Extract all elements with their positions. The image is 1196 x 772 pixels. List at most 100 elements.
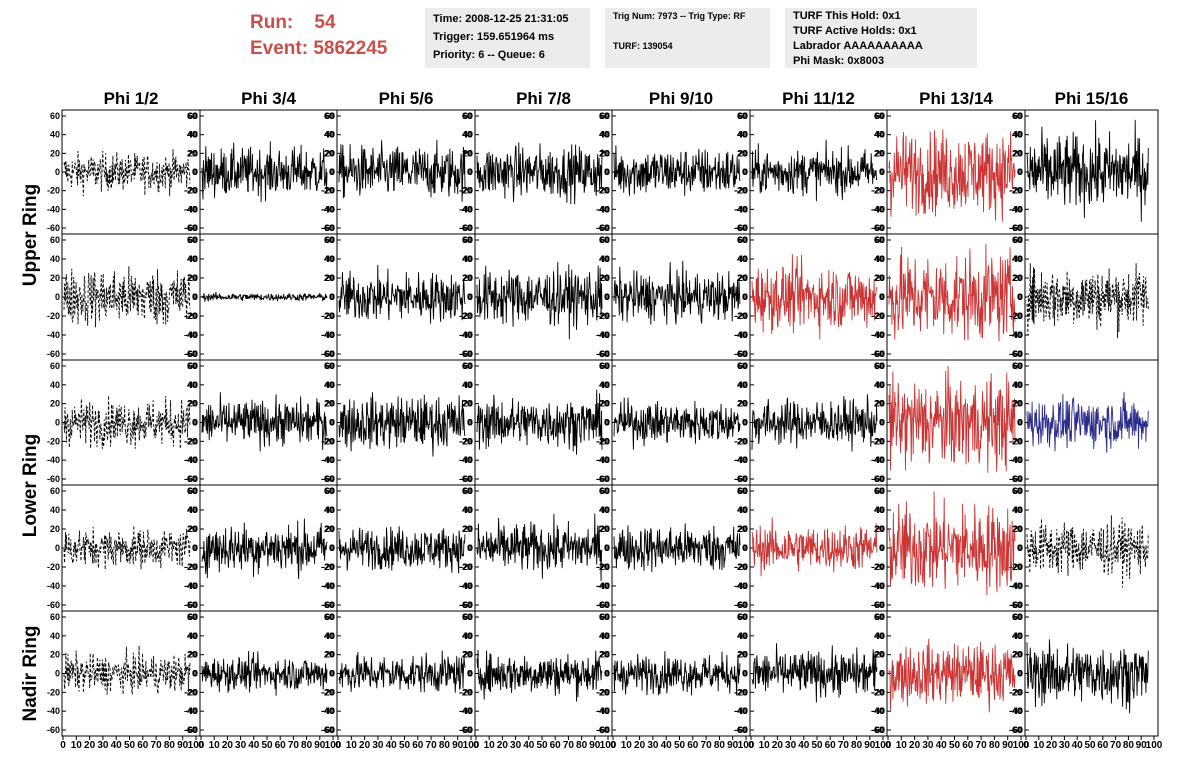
y-tick-label: -60 xyxy=(322,349,335,359)
y-tick-label-right: -40 xyxy=(321,330,334,340)
y-tick-label: -20 xyxy=(597,186,610,196)
y-tick-label-right: -40 xyxy=(184,204,197,214)
y-tick-label: -40 xyxy=(460,330,473,340)
y-tick-label-right: -60 xyxy=(734,725,747,735)
y-tick-label: 0 xyxy=(193,292,198,302)
x-tick-label: 70 xyxy=(563,740,575,751)
y-tick-label-right: 40 xyxy=(737,130,747,140)
y-tick-label-right: 20 xyxy=(324,399,334,409)
y-tick-label: 20 xyxy=(875,148,885,158)
y-tick-label-right: -40 xyxy=(321,581,334,591)
y-tick-label-right: -40 xyxy=(321,455,334,465)
y-tick-label: 0 xyxy=(468,418,473,428)
y-tick-label: 0 xyxy=(605,292,610,302)
waveform-trace xyxy=(63,645,191,695)
x-tick-label: 10 xyxy=(484,740,496,751)
y-tick-label: -60 xyxy=(872,600,885,610)
y-tick-label: 40 xyxy=(463,505,473,515)
y-tick-label: 40 xyxy=(325,380,335,390)
y-tick-label-right: 20 xyxy=(324,650,334,660)
y-tick-label: 0 xyxy=(880,167,885,177)
y-tick-label-right: -40 xyxy=(459,706,472,716)
y-tick-label-right: -40 xyxy=(871,581,884,591)
y-tick-label: 40 xyxy=(50,631,60,641)
y-tick-label: 20 xyxy=(738,399,748,409)
y-tick-label: 60 xyxy=(600,111,610,121)
y-tick-label-right: 60 xyxy=(599,612,609,622)
y-tick-label-right: -60 xyxy=(871,349,884,359)
y-tick-label-right: 20 xyxy=(462,650,472,660)
y-tick-label: 0 xyxy=(605,669,610,679)
y-tick-label: -20 xyxy=(735,311,748,321)
y-tick-label: 20 xyxy=(50,273,60,283)
y-tick-label: -20 xyxy=(1010,687,1023,697)
y-tick-label-right: -60 xyxy=(871,725,884,735)
y-tick-label-right: -60 xyxy=(596,349,609,359)
y-tick-label: -20 xyxy=(460,436,473,446)
y-tick-label: 60 xyxy=(325,111,335,121)
y-tick-label: 0 xyxy=(468,167,473,177)
x-tick-label: 40 xyxy=(386,740,398,751)
y-tick-label: 20 xyxy=(463,524,473,534)
y-tick-label: 0 xyxy=(468,669,473,679)
x-tick-label: 20 xyxy=(497,740,509,751)
y-tick-label: -20 xyxy=(872,186,885,196)
x-tick-label: 40 xyxy=(936,740,948,751)
y-tick-label: -20 xyxy=(47,311,60,321)
waveform-trace xyxy=(201,518,328,580)
y-tick-label: -40 xyxy=(460,455,473,465)
y-tick-label-right: -20 xyxy=(1009,186,1022,196)
x-tick-label: 10 xyxy=(759,740,771,751)
y-tick-label-right: 60 xyxy=(324,235,334,245)
y-tick-label: -60 xyxy=(1010,223,1023,233)
y-tick-label: 60 xyxy=(1013,111,1023,121)
y-tick-label: -60 xyxy=(322,725,335,735)
x-tick-label: 70 xyxy=(151,740,163,751)
y-tick-label-right: 20 xyxy=(1012,399,1022,409)
y-tick-label: 0 xyxy=(330,167,335,177)
x-tick-label: 0 xyxy=(60,740,66,751)
y-tick-label: -20 xyxy=(597,687,610,697)
waveform-trace xyxy=(476,142,603,205)
x-tick-label: 10 xyxy=(1033,740,1045,751)
y-tick-label: -20 xyxy=(1010,436,1023,446)
y-tick-label: 40 xyxy=(188,130,198,140)
y-tick-label: -40 xyxy=(735,581,748,591)
y-tick-label-right: 0 xyxy=(467,167,472,177)
y-tick-label: 60 xyxy=(325,612,335,622)
y-tick-label-right: -20 xyxy=(459,687,472,697)
waveform-trace xyxy=(888,491,1016,596)
waveform-trace xyxy=(476,649,603,702)
x-tick-label: 90 xyxy=(1136,740,1148,751)
y-tick-label: 0 xyxy=(1018,543,1023,553)
x-tick-label: 50 xyxy=(399,740,411,751)
y-tick-label: -20 xyxy=(597,436,610,446)
y-tick-label-right: -20 xyxy=(871,436,884,446)
y-tick-label: -20 xyxy=(460,562,473,572)
trig-num-text: Trig Num: 7973 -- Trig Type: RF xyxy=(613,11,746,21)
y-tick-label-right: 0 xyxy=(742,418,747,428)
y-tick-label: 0 xyxy=(743,418,748,428)
y-tick-label-right: 60 xyxy=(462,111,472,121)
labrador-text: Labrador AAAAAAAAAA xyxy=(793,40,923,52)
y-tick-label-right: -60 xyxy=(1009,223,1022,233)
y-tick-label-right: -60 xyxy=(184,223,197,233)
y-tick-label: 20 xyxy=(738,273,748,283)
y-tick-label-right: 60 xyxy=(1012,361,1022,371)
y-tick-label-right: 60 xyxy=(874,111,884,121)
y-tick-label: 0 xyxy=(1018,292,1023,302)
y-tick-label-right: 0 xyxy=(329,418,334,428)
y-tick-label-right: 0 xyxy=(1017,543,1022,553)
y-tick-label-right: -20 xyxy=(1009,436,1022,446)
x-tick-label: 30 xyxy=(922,740,934,751)
y-tick-label: 20 xyxy=(1013,399,1023,409)
y-tick-label-right: -60 xyxy=(734,600,747,610)
y-tick-label-right: 0 xyxy=(192,669,197,679)
x-tick-label: 90 xyxy=(727,740,739,751)
y-tick-label: 0 xyxy=(330,418,335,428)
y-tick-label-right: 0 xyxy=(467,669,472,679)
y-tick-label-right: -40 xyxy=(596,455,609,465)
y-tick-label-right: 60 xyxy=(324,361,334,371)
x-tick-label: 40 xyxy=(523,740,535,751)
y-tick-label-right: 60 xyxy=(462,361,472,371)
